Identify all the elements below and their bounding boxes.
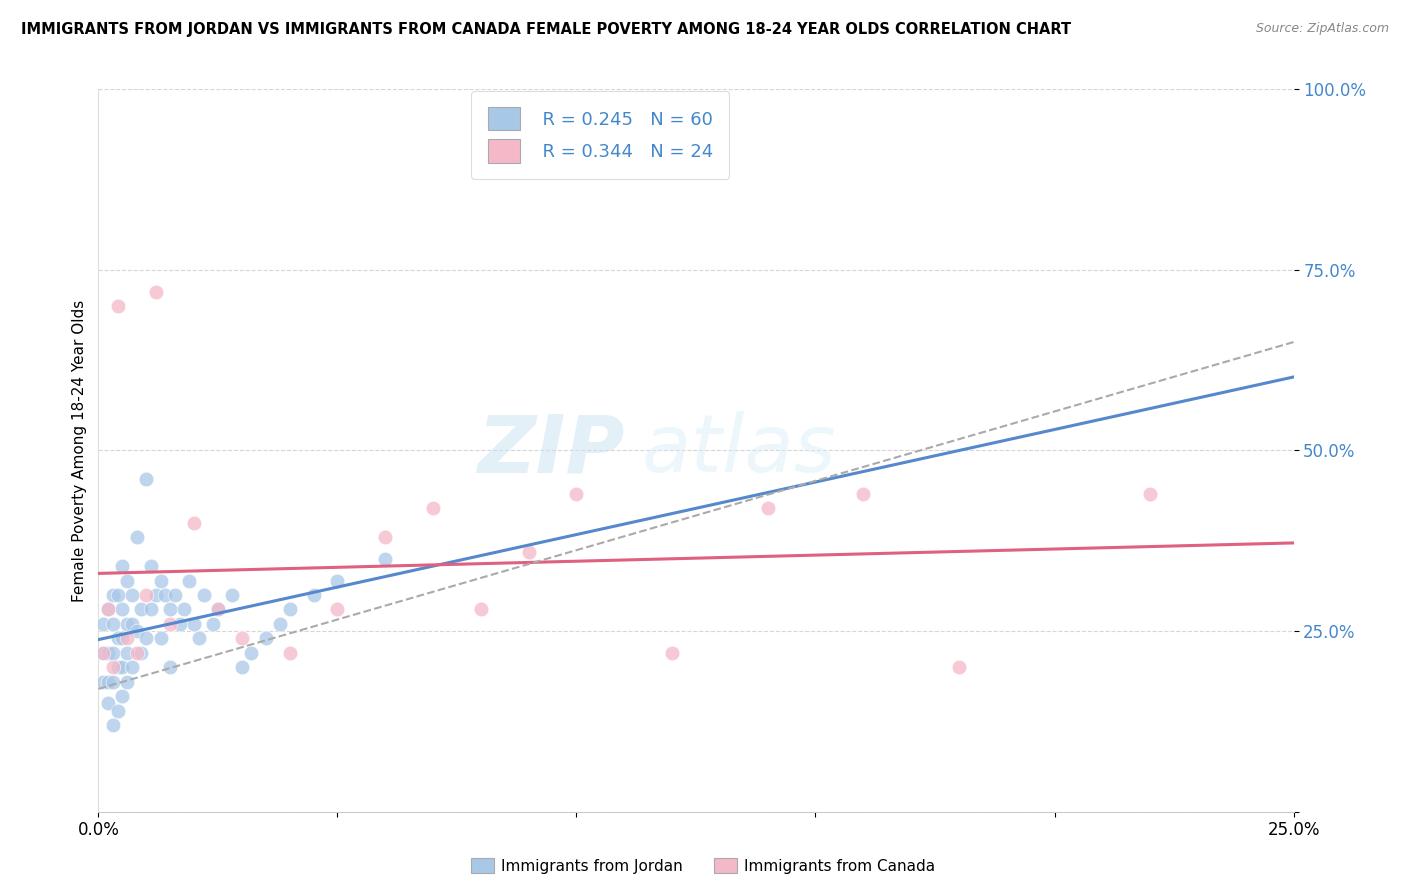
Point xyxy=(173,602,195,616)
Point xyxy=(183,516,205,530)
Point xyxy=(101,646,124,660)
Point xyxy=(183,616,205,631)
Point xyxy=(145,285,167,299)
Point xyxy=(374,530,396,544)
Point xyxy=(115,574,138,588)
Point xyxy=(125,646,148,660)
Point xyxy=(107,588,129,602)
Point xyxy=(107,704,129,718)
Point xyxy=(121,616,143,631)
Point xyxy=(91,616,114,631)
Point xyxy=(97,602,120,616)
Text: atlas: atlas xyxy=(643,411,837,490)
Point xyxy=(269,616,291,631)
Point xyxy=(169,616,191,631)
Point xyxy=(97,696,120,710)
Point xyxy=(115,632,138,646)
Point xyxy=(101,674,124,689)
Point xyxy=(1139,487,1161,501)
Point xyxy=(231,660,253,674)
Point xyxy=(187,632,209,646)
Point xyxy=(91,646,114,660)
Point xyxy=(139,559,162,574)
Point xyxy=(91,674,114,689)
Point xyxy=(193,588,215,602)
Point xyxy=(97,674,120,689)
Point xyxy=(111,602,134,616)
Point xyxy=(159,602,181,616)
Point xyxy=(517,544,540,558)
Text: Source: ZipAtlas.com: Source: ZipAtlas.com xyxy=(1256,22,1389,36)
Text: ZIP: ZIP xyxy=(477,411,624,490)
Point xyxy=(326,574,349,588)
Point xyxy=(302,588,325,602)
Legend:   R = 0.245   N = 60,   R = 0.344   N = 24: R = 0.245 N = 60, R = 0.344 N = 24 xyxy=(471,91,730,179)
Point xyxy=(111,689,134,703)
Point xyxy=(179,574,201,588)
Point xyxy=(374,551,396,566)
Point xyxy=(145,588,167,602)
Legend: Immigrants from Jordan, Immigrants from Canada: Immigrants from Jordan, Immigrants from … xyxy=(464,852,942,880)
Point xyxy=(159,660,181,674)
Point xyxy=(97,646,120,660)
Point xyxy=(661,646,683,660)
Point xyxy=(111,660,134,674)
Point xyxy=(163,588,186,602)
Point xyxy=(91,646,114,660)
Point xyxy=(155,588,177,602)
Point xyxy=(202,616,225,631)
Point xyxy=(326,602,349,616)
Point xyxy=(125,530,148,544)
Point xyxy=(254,632,277,646)
Point xyxy=(111,559,134,574)
Point xyxy=(207,602,229,616)
Point xyxy=(107,299,129,313)
Point xyxy=(131,602,153,616)
Point xyxy=(470,602,492,616)
Text: IMMIGRANTS FROM JORDAN VS IMMIGRANTS FROM CANADA FEMALE POVERTY AMONG 18-24 YEAR: IMMIGRANTS FROM JORDAN VS IMMIGRANTS FRO… xyxy=(21,22,1071,37)
Point xyxy=(139,602,162,616)
Point xyxy=(121,588,143,602)
Point xyxy=(240,646,263,660)
Point xyxy=(107,632,129,646)
Point xyxy=(756,501,779,516)
Point xyxy=(278,602,301,616)
Point xyxy=(131,646,153,660)
Point xyxy=(135,632,157,646)
Point xyxy=(149,574,172,588)
Point xyxy=(231,632,253,646)
Point xyxy=(111,632,134,646)
Point xyxy=(101,718,124,732)
Point xyxy=(125,624,148,639)
Point xyxy=(159,616,181,631)
Point xyxy=(115,616,138,631)
Point xyxy=(149,632,172,646)
Point xyxy=(207,602,229,616)
Point xyxy=(948,660,970,674)
Point xyxy=(135,588,157,602)
Point xyxy=(422,501,444,516)
Point xyxy=(121,660,143,674)
Y-axis label: Female Poverty Among 18-24 Year Olds: Female Poverty Among 18-24 Year Olds xyxy=(72,300,87,601)
Point xyxy=(101,660,124,674)
Point xyxy=(221,588,243,602)
Point xyxy=(97,602,120,616)
Point xyxy=(107,660,129,674)
Point xyxy=(101,588,124,602)
Point xyxy=(565,487,588,501)
Point xyxy=(852,487,875,501)
Point xyxy=(135,472,157,486)
Point xyxy=(115,646,138,660)
Point xyxy=(278,646,301,660)
Point xyxy=(101,616,124,631)
Point xyxy=(115,674,138,689)
